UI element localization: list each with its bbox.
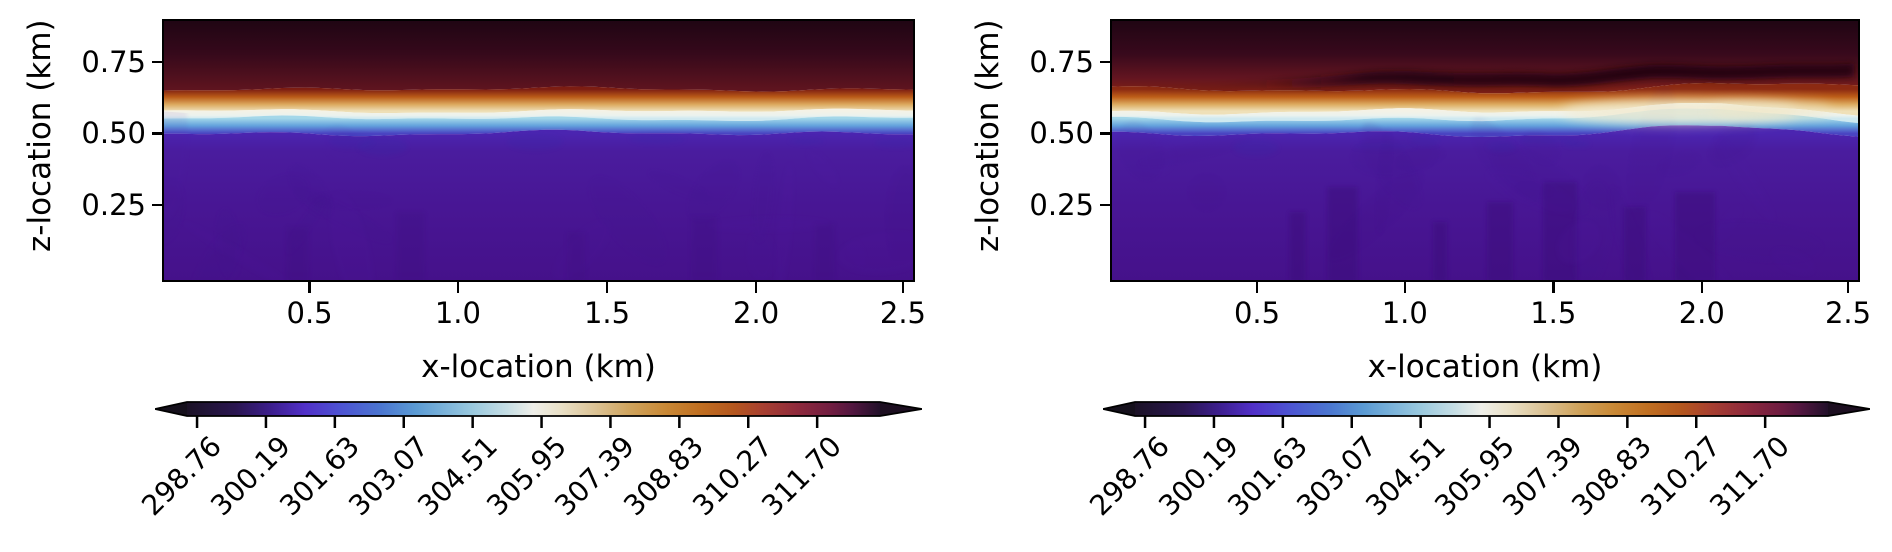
field-layer-interface-white bbox=[162, 108, 915, 121]
x-axis-label: x-location (km) bbox=[421, 349, 656, 385]
colorbar-over-arrow bbox=[1828, 402, 1870, 416]
y-tick-mark bbox=[152, 60, 162, 64]
field-layer-free-atmosphere-dark bbox=[162, 19, 915, 92]
colorbar-under-arrow bbox=[155, 402, 187, 416]
y-tick-mark bbox=[1100, 132, 1110, 135]
y-tick-label: 0.75 bbox=[1029, 44, 1094, 79]
x-tick-label: 0.5 bbox=[286, 296, 333, 330]
plot-spine bbox=[162, 19, 915, 282]
bright-patch bbox=[1708, 100, 1832, 119]
x-tick-label: 1.5 bbox=[1530, 296, 1577, 330]
x-tick-mark bbox=[1700, 282, 1703, 293]
colorbar-outline bbox=[155, 401, 922, 417]
x-tick-label: 0.5 bbox=[1233, 296, 1281, 330]
x-tick-label: 2.5 bbox=[1824, 296, 1872, 330]
x-tick-label: 1.0 bbox=[1381, 296, 1428, 330]
y-tick-mark bbox=[152, 203, 162, 207]
colorbar-under-arrow bbox=[1103, 402, 1135, 416]
x-tick-label: 2.5 bbox=[879, 296, 926, 330]
x-tick-mark bbox=[308, 282, 311, 293]
heatmap-right bbox=[1110, 19, 1860, 282]
x-tick-label: 2.0 bbox=[1678, 296, 1725, 330]
y-tick-label: 0.50 bbox=[81, 116, 146, 151]
y-tick-label: 0.50 bbox=[1029, 116, 1094, 151]
x-tick-mark bbox=[1255, 282, 1259, 293]
field-layer-inversion-orange bbox=[1110, 82, 1860, 116]
x-tick-mark bbox=[605, 282, 609, 293]
plot-spine bbox=[1110, 19, 1860, 282]
dark-streak bbox=[1110, 63, 1854, 92]
x-tick-mark bbox=[1846, 282, 1850, 293]
heatmap-left bbox=[162, 19, 915, 282]
y-tick-mark bbox=[152, 132, 162, 135]
x-tick-mark bbox=[1552, 282, 1555, 293]
colorbar-left bbox=[155, 401, 922, 428]
x-tick-mark bbox=[754, 282, 758, 293]
y-tick-label: 0.25 bbox=[1029, 187, 1094, 222]
x-tick-label: 1.0 bbox=[434, 296, 481, 330]
colorbar-outline bbox=[1103, 401, 1870, 417]
colorbar-gradient bbox=[187, 402, 880, 416]
x-tick-mark bbox=[456, 282, 460, 293]
y-tick-mark bbox=[1100, 60, 1110, 64]
x-axis-label: x-location (km) bbox=[1367, 349, 1603, 385]
y-axis-label: z-location (km) bbox=[970, 19, 1006, 252]
colorbar-gradient bbox=[1135, 402, 1828, 416]
y-tick-label: 0.75 bbox=[81, 44, 146, 79]
y-tick-mark bbox=[1100, 203, 1110, 207]
colorbar-over-arrow bbox=[880, 402, 922, 416]
x-tick-mark bbox=[901, 282, 905, 293]
x-tick-label: 2.0 bbox=[733, 296, 780, 330]
colorbar-right bbox=[1103, 401, 1870, 428]
x-tick-label: 1.5 bbox=[583, 296, 631, 330]
x-tick-mark bbox=[1403, 282, 1406, 293]
y-tick-label: 0.25 bbox=[81, 187, 146, 222]
field-layer-inversion-orange bbox=[162, 86, 915, 114]
